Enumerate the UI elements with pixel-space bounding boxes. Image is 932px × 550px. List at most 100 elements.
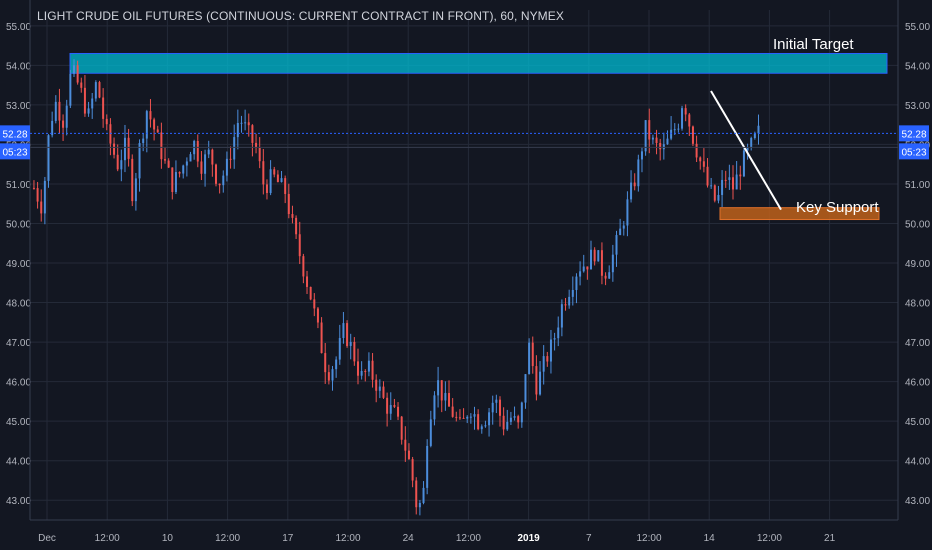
candle-body	[662, 144, 665, 150]
candle-body	[167, 160, 170, 168]
candle-body	[451, 406, 454, 417]
candle-body	[746, 147, 749, 151]
candle-body	[76, 65, 79, 83]
candle-body	[131, 158, 134, 202]
y-tick-label-right: 53.00	[905, 101, 930, 112]
candle-body	[367, 360, 370, 372]
candle-body	[422, 487, 425, 503]
candle-body	[411, 459, 414, 481]
candle-body	[568, 296, 571, 306]
candle-body	[670, 129, 673, 139]
candle-body	[590, 249, 593, 270]
candle-body	[440, 380, 443, 401]
y-tick-label-left: 46.00	[6, 378, 31, 389]
candle-body	[691, 126, 694, 144]
candle-body	[742, 150, 745, 177]
candle-body	[688, 114, 691, 127]
candle-body	[58, 101, 61, 121]
candle-body	[415, 480, 418, 508]
candle-body	[444, 393, 447, 401]
candle-body	[269, 169, 272, 193]
candle-body	[582, 266, 585, 272]
candle-body	[560, 304, 563, 328]
candle-body	[338, 338, 341, 360]
y-tick-label-right: 50.00	[905, 219, 930, 230]
candle-body	[753, 133, 756, 139]
candle-body	[225, 158, 228, 176]
candle-body	[539, 371, 542, 395]
candle-body	[400, 416, 403, 440]
candle-body	[673, 129, 676, 131]
candle-body	[295, 217, 298, 235]
candle-body	[571, 289, 574, 297]
candle-body	[462, 417, 465, 419]
candle-body	[513, 416, 516, 418]
y-tick-label-right: 44.00	[905, 457, 930, 468]
candle-body	[80, 82, 83, 88]
candle-body	[138, 143, 141, 179]
candle-body	[327, 372, 330, 381]
candle-body	[666, 138, 669, 145]
candle-body	[346, 323, 349, 346]
y-tick-label-left: 45.00	[6, 417, 31, 428]
candle-body	[611, 254, 614, 273]
y-tick-label-left: 55.00	[6, 22, 31, 33]
candle-body	[710, 185, 713, 187]
key-support-zone	[719, 207, 880, 221]
candle-body	[732, 177, 735, 190]
candle-body	[677, 128, 680, 130]
candle-body	[62, 120, 65, 128]
candle-body	[113, 143, 116, 155]
candle-body	[739, 174, 742, 177]
candle-body	[389, 405, 392, 414]
x-tick-label: 10	[162, 533, 174, 544]
candle-body	[535, 366, 538, 395]
candle-body	[36, 188, 39, 202]
candle-body	[484, 425, 487, 427]
candle-body	[240, 122, 243, 124]
candle-body	[127, 137, 130, 159]
candle-body	[728, 177, 731, 180]
candle-body	[520, 402, 523, 423]
candle-body	[309, 286, 312, 300]
candle-body	[40, 201, 43, 214]
candle-body	[371, 360, 374, 380]
candle-body	[531, 342, 534, 367]
candle-body	[189, 154, 192, 162]
x-tick-label: 12:00	[335, 533, 360, 544]
x-tick-label: Dec	[38, 533, 56, 544]
y-tick-label-left: 43.00	[6, 496, 31, 507]
candle-body	[659, 142, 662, 150]
y-tick-label-left: 48.00	[6, 299, 31, 310]
y-tick-label-left: 50.00	[6, 219, 31, 230]
candle-body	[491, 402, 494, 413]
candle-body	[426, 445, 429, 488]
candle-body	[349, 341, 352, 346]
candle-body	[735, 174, 738, 190]
candle-body	[258, 147, 261, 162]
candle-body	[477, 414, 480, 430]
candle-body	[356, 361, 359, 376]
candle-body	[69, 73, 72, 106]
x-tick-label: 14	[704, 533, 716, 544]
candle-body	[633, 182, 636, 187]
candle-body	[153, 119, 156, 130]
candle-body	[335, 359, 338, 370]
candle-body	[276, 174, 279, 183]
x-tick-label: 24	[403, 533, 415, 544]
candle-body	[458, 417, 461, 419]
candle-body	[702, 161, 705, 167]
candle-body	[291, 214, 294, 218]
y-tick-label-right: 51.00	[905, 180, 930, 191]
candle-body	[619, 228, 622, 236]
countdown-tag-right	[899, 143, 929, 160]
y-tick-label-left: 54.00	[6, 61, 31, 72]
candle-body	[207, 149, 210, 155]
candle-body	[473, 414, 476, 417]
chart-title: LIGHT CRUDE OIL FUTURES (CONTINUOUS: CUR…	[37, 9, 564, 23]
candle-body	[47, 135, 50, 181]
candle-body	[375, 379, 378, 391]
candle-body	[651, 137, 654, 140]
candle-body	[331, 369, 334, 381]
